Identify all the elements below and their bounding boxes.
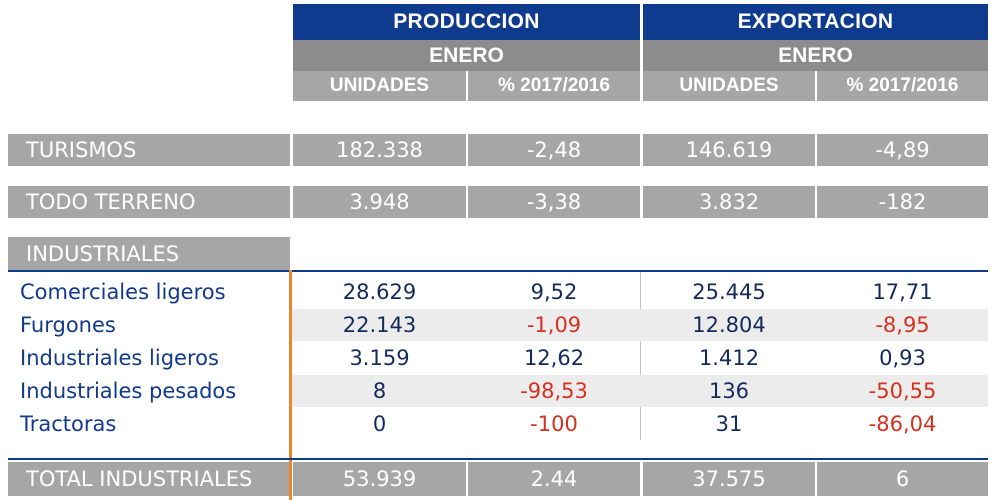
total-row-topline [8, 458, 988, 460]
industriales-label: INDUSTRIALES [8, 237, 290, 270]
table-cell: -98,53 [520, 379, 588, 403]
total-prod-pct: 2.44 [468, 462, 640, 496]
todo-terreno-prod-units: 3.948 [293, 186, 466, 218]
total-prod-units: 53.939 [293, 462, 466, 496]
table-cell: -50,55 [868, 379, 937, 403]
export-pct-header: % 2017/2016 [817, 71, 988, 101]
turismos-label: TURISMOS [8, 134, 290, 166]
total-exp-units: 37.575 [643, 462, 815, 496]
total-label: TOTAL INDUSTRIALES [8, 462, 289, 496]
table-cell: 12.804 [692, 313, 766, 337]
table-cell: 0,93 [879, 346, 926, 370]
table-cell: 136 [708, 379, 750, 403]
table-cell: 25.445 [692, 280, 766, 304]
total-exp-pct: 6 [817, 462, 988, 496]
orange-accent-line [289, 270, 292, 500]
column-divider [640, 272, 641, 440]
table-cell: 17,71 [872, 280, 933, 304]
list-item: Industriales ligeros [20, 346, 219, 370]
production-pct-header: % 2017/2016 [468, 71, 640, 101]
export-units-header: UNIDADES [643, 71, 815, 101]
export-header: EXPORTACION [643, 4, 988, 40]
table-cell: -8,95 [875, 313, 930, 337]
list-item: Industriales pesados [20, 379, 237, 403]
table-cell: 0 [372, 412, 387, 436]
industriales-underline [8, 270, 988, 272]
turismos-exp-units: 146.619 [643, 134, 815, 166]
table-cell: 28.629 [342, 280, 417, 304]
list-item: Tractoras [20, 412, 117, 436]
turismos-prod-pct: -2,48 [468, 134, 640, 166]
table-cell: 1.412 [698, 346, 760, 370]
table-cell: 3.159 [349, 346, 410, 370]
table-cell: -1,09 [526, 313, 582, 337]
list-item: Furgones [20, 313, 116, 337]
row-stripe [292, 309, 988, 341]
table-cell: 9,52 [530, 280, 578, 304]
table-cell: 8 [372, 379, 387, 403]
export-month-header: ENERO [643, 40, 988, 71]
list-item: Comerciales ligeros [20, 280, 226, 304]
table-cell: -100 [530, 412, 578, 436]
table-cell: 12,62 [523, 346, 585, 370]
production-units-header: UNIDADES [293, 71, 466, 101]
turismos-exp-pct: -4,89 [817, 134, 988, 166]
todo-terreno-exp-units: 3.832 [643, 186, 815, 218]
todo-terreno-label: TODO TERRENO [8, 186, 290, 218]
table-cell: 22.143 [342, 313, 417, 337]
production-month-header: ENERO [293, 40, 640, 71]
row-stripe [292, 375, 988, 407]
production-header: PRODUCCION [293, 4, 640, 40]
table-cell: -86,04 [868, 412, 937, 436]
todo-terreno-exp-pct: -182 [817, 186, 988, 218]
table-cell: 31 [715, 412, 743, 436]
todo-terreno-prod-pct: -3,38 [468, 186, 640, 218]
turismos-prod-units: 182.338 [293, 134, 466, 166]
